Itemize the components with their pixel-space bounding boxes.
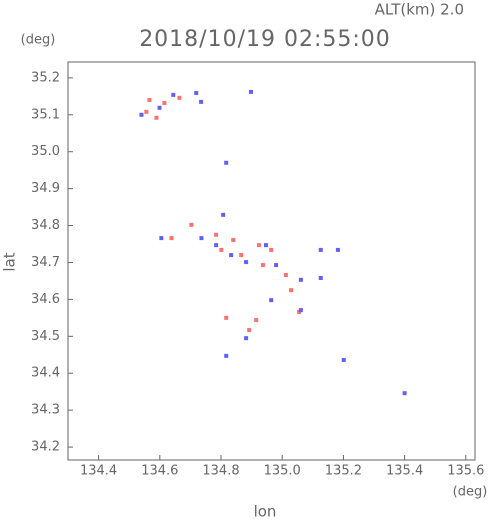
point: [162, 100, 167, 105]
point: [298, 308, 303, 313]
point: [159, 236, 164, 241]
point: [256, 243, 261, 248]
point: [269, 247, 274, 252]
point: [402, 391, 407, 396]
point: [144, 109, 149, 114]
subtitle: ALT(km) 2.0: [375, 1, 464, 19]
x-tick-label: 135.6: [447, 464, 484, 479]
y-tick-label: 34.2: [31, 440, 60, 455]
point: [224, 353, 229, 358]
plot-frame: [67, 61, 476, 461]
y-label: lat: [1, 252, 19, 271]
point: [318, 275, 323, 280]
y-tick-label: 35.0: [31, 144, 60, 159]
x-unit: (deg): [453, 485, 488, 500]
point: [214, 243, 219, 248]
x-tick-label: 134.4: [80, 464, 117, 479]
point: [260, 263, 265, 268]
y-tick-label: 34.9: [31, 181, 60, 196]
chart-title: 2018/10/19 02:55:00: [139, 27, 391, 52]
point: [224, 315, 229, 320]
point: [224, 160, 229, 165]
x-tick-label: 134.8: [202, 464, 239, 479]
point: [231, 237, 236, 242]
point: [154, 115, 159, 120]
y-unit: (deg): [21, 33, 56, 48]
point: [189, 222, 194, 227]
point: [335, 247, 340, 252]
point: [221, 212, 226, 217]
y-tick-label: 35.1: [31, 107, 60, 122]
point: [139, 112, 144, 117]
point: [263, 243, 268, 248]
point: [289, 288, 294, 293]
point: [194, 91, 199, 96]
y-tick-label: 34.7: [31, 255, 60, 270]
point: [219, 247, 224, 252]
point: [199, 99, 204, 104]
point: [147, 98, 152, 103]
point: [283, 273, 288, 278]
y-tick-label: 34.5: [31, 329, 60, 344]
point: [171, 92, 176, 97]
point: [169, 236, 174, 241]
point: [214, 232, 219, 237]
x-tick-label: 134.6: [141, 464, 178, 479]
point: [157, 105, 162, 110]
point: [199, 236, 204, 241]
y-tick-label: 34.4: [31, 366, 60, 381]
point: [269, 298, 274, 303]
point: [274, 263, 279, 268]
y-tick-label: 34.6: [31, 292, 60, 307]
point: [247, 328, 252, 333]
x-label: lon: [254, 503, 277, 521]
point: [244, 260, 249, 265]
y-tick-label: 35.2: [31, 70, 60, 85]
x-tick-label: 135.4: [386, 464, 423, 479]
point: [229, 253, 234, 258]
point: [248, 89, 253, 94]
y-tick-label: 34.8: [31, 218, 60, 233]
x-tick-label: 135.0: [264, 464, 301, 479]
point: [298, 277, 303, 282]
point: [341, 357, 346, 362]
point: [254, 318, 259, 323]
x-tick-label: 135.2: [325, 464, 362, 479]
point: [239, 253, 244, 258]
y-tick-label: 34.3: [31, 403, 60, 418]
point: [177, 95, 182, 100]
point: [318, 247, 323, 252]
point: [244, 336, 249, 341]
